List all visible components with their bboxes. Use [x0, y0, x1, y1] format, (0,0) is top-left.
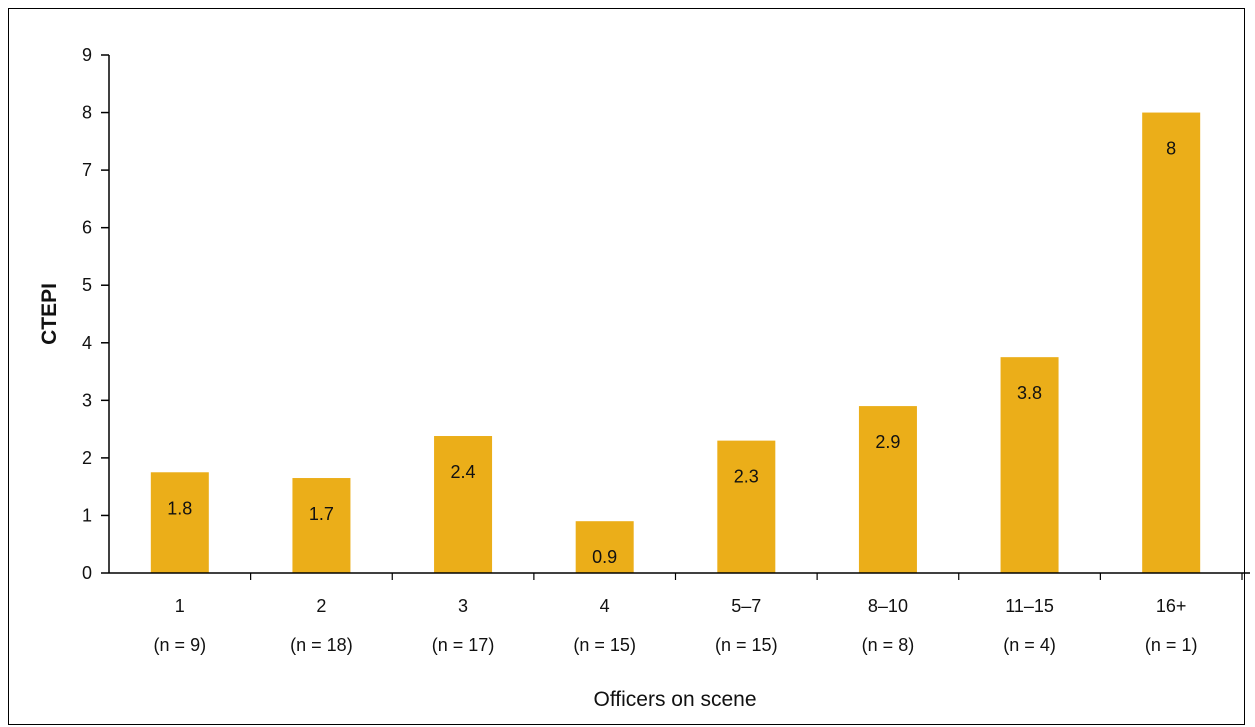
bar-data-label: 3.8 — [1017, 383, 1042, 403]
y-tick-label: 3 — [82, 390, 92, 410]
x-axis-title: Officers on scene — [593, 688, 756, 711]
x-category-sample-size: (n = 8) — [862, 635, 915, 655]
bar — [434, 436, 493, 573]
y-tick-label: 8 — [82, 103, 92, 123]
x-category-sample-size: (n = 1) — [1145, 635, 1198, 655]
bar — [1000, 357, 1059, 573]
bar — [292, 478, 351, 573]
bar-data-label: 1.7 — [309, 504, 334, 524]
y-tick-label: 2 — [82, 448, 92, 468]
bar-data-label: 0.9 — [592, 547, 617, 567]
bar — [575, 521, 634, 573]
x-category-sample-size: (n = 15) — [715, 635, 778, 655]
y-tick-label: 0 — [82, 563, 92, 583]
x-category-label: 8–10 — [868, 596, 908, 616]
y-axis-title: CTEPI — [38, 283, 61, 345]
y-tick-label: 1 — [82, 505, 92, 525]
bar-data-label: 8 — [1166, 139, 1176, 159]
x-axis-labels: 1 (n = 9) 2 (n = 18) 3 (n = 17) 4 (n = 15) 5–7 (n… — [154, 573, 1243, 655]
x-category-label: 4 — [600, 596, 610, 616]
x-category-label: 11–15 — [1005, 596, 1054, 616]
bar — [1142, 112, 1201, 574]
y-axis-ticks: 0 1 2 3 4 5 6 7 8 9 — [82, 45, 109, 583]
y-tick-label: 5 — [82, 275, 92, 295]
x-category-label: 2 — [316, 596, 326, 616]
bar-data-label: 2.9 — [875, 432, 900, 452]
y-tick-label: 6 — [82, 218, 92, 238]
x-category-label: 3 — [458, 596, 468, 616]
x-category-sample-size: (n = 15) — [573, 635, 636, 655]
x-category-label: 1 — [175, 596, 185, 616]
x-category-sample-size: (n = 17) — [432, 635, 495, 655]
x-category-label: 5–7 — [731, 596, 761, 616]
bars: 1.8 1.7 2.4 0.9 2.3 2.9 3.8 8 — [150, 112, 1201, 574]
x-category-sample-size: (n = 18) — [290, 635, 353, 655]
y-tick-label: 4 — [82, 333, 92, 353]
bar-data-label: 2.3 — [734, 467, 759, 487]
x-category-label: 16+ — [1156, 596, 1187, 616]
bar — [717, 440, 776, 573]
y-tick-label: 7 — [82, 160, 92, 180]
y-tick-label: 9 — [82, 45, 92, 65]
bar-data-label: 2.4 — [451, 462, 476, 482]
x-category-sample-size: (n = 9) — [154, 635, 207, 655]
bar-data-label: 1.8 — [167, 498, 192, 518]
x-category-sample-size: (n = 4) — [1003, 635, 1056, 655]
bar — [150, 472, 209, 573]
bar — [858, 406, 917, 573]
